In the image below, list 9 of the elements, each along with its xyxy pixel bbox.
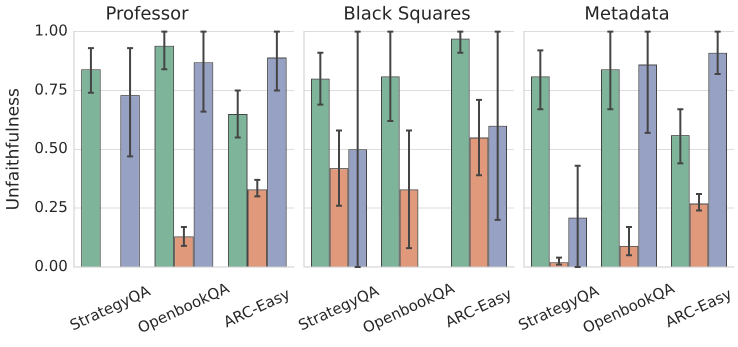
y-tick-label: 0.00 — [34, 256, 68, 275]
chart-title: Metadata — [584, 3, 670, 24]
y-tick-label: 1.00 — [34, 21, 68, 40]
chart-title: Black Squares — [343, 3, 471, 24]
y-tick-label: 0.50 — [34, 139, 68, 158]
chart-title: Professor — [105, 3, 190, 24]
y-tick-label: 0.25 — [34, 198, 68, 216]
y-tick-label: 0.75 — [34, 80, 68, 98]
y-axis-title: Unfaithfulness — [4, 88, 24, 210]
